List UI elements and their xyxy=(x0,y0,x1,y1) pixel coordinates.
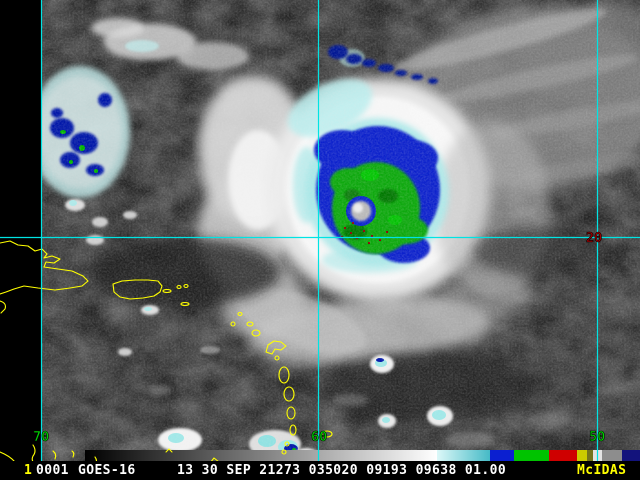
coast-puerto-rico xyxy=(112,279,163,300)
grid-labels: 70 60 50 20 xyxy=(33,230,606,446)
datetime-label: 13 30 SEP 21273 035020 09193 09638 01.00 xyxy=(177,463,507,478)
lon-label-70: 70 xyxy=(33,429,49,445)
frame-number: 1 xyxy=(24,463,33,478)
coast-haiti-peninsula xyxy=(0,300,6,314)
lon-label-50: 50 xyxy=(589,429,605,445)
mcidas-brand: McIDAS xyxy=(577,463,627,478)
image-id-label: 0001 xyxy=(36,463,69,478)
coast-hispaniola xyxy=(0,240,89,295)
latlon-grid xyxy=(0,0,640,462)
lat-label-20: 20 xyxy=(586,230,602,246)
enhancement-colorbar xyxy=(85,450,640,462)
satellite-imagery-layer xyxy=(41,0,640,462)
satellite-name: GOES-16 xyxy=(78,463,136,478)
coast-lesser-antilles xyxy=(230,311,333,455)
lon-label-60: 60 xyxy=(311,429,327,445)
status-bar: 1 0001 GOES-16 13 30 SEP 21273 035020 09… xyxy=(0,461,640,480)
